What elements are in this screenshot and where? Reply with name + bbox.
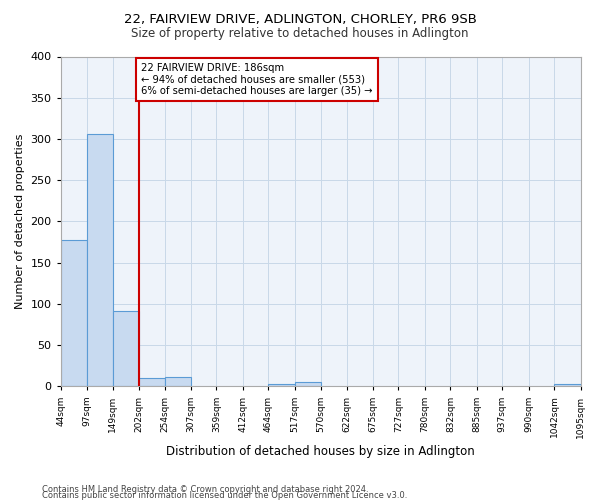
Bar bbox=[61, 240, 87, 386]
Text: Contains public sector information licensed under the Open Government Licence v3: Contains public sector information licen… bbox=[42, 490, 407, 500]
Text: Contains HM Land Registry data © Crown copyright and database right 2024.: Contains HM Land Registry data © Crown c… bbox=[42, 484, 368, 494]
Bar bbox=[113, 310, 139, 386]
Bar bbox=[164, 378, 191, 386]
Y-axis label: Number of detached properties: Number of detached properties bbox=[15, 134, 25, 309]
Text: 22 FAIRVIEW DRIVE: 186sqm
← 94% of detached houses are smaller (553)
6% of semi-: 22 FAIRVIEW DRIVE: 186sqm ← 94% of detac… bbox=[142, 63, 373, 96]
Text: 22, FAIRVIEW DRIVE, ADLINGTON, CHORLEY, PR6 9SB: 22, FAIRVIEW DRIVE, ADLINGTON, CHORLEY, … bbox=[124, 12, 476, 26]
Bar bbox=[268, 384, 295, 386]
X-axis label: Distribution of detached houses by size in Adlington: Distribution of detached houses by size … bbox=[166, 444, 475, 458]
Bar bbox=[87, 134, 113, 386]
Text: Size of property relative to detached houses in Adlington: Size of property relative to detached ho… bbox=[131, 28, 469, 40]
Bar bbox=[295, 382, 321, 386]
Bar bbox=[139, 378, 164, 386]
Bar bbox=[554, 384, 581, 386]
